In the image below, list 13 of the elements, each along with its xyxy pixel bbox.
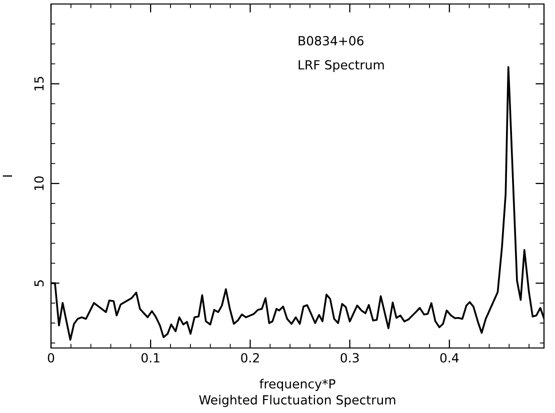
x-tick-label: 0.3	[340, 353, 359, 363]
annotation: LRF Spectrum	[298, 60, 384, 72]
text: Weighted Fluctuation Spectrum	[199, 394, 396, 407]
y-tick-label: 10	[34, 176, 44, 190]
y-tick-label: 15	[34, 76, 44, 90]
x-tick-label: 0.4	[440, 353, 459, 363]
x-tick-label: 0.2	[241, 353, 259, 363]
x-tick-label: 0.1	[141, 353, 160, 363]
x-tick-label: 0	[48, 353, 54, 363]
x-axis-title: frequency*P	[260, 378, 336, 391]
y-axis-title: I	[2, 175, 12, 177]
y-tick-label: 5	[34, 280, 44, 286]
annotation: B0834+06	[298, 36, 364, 46]
